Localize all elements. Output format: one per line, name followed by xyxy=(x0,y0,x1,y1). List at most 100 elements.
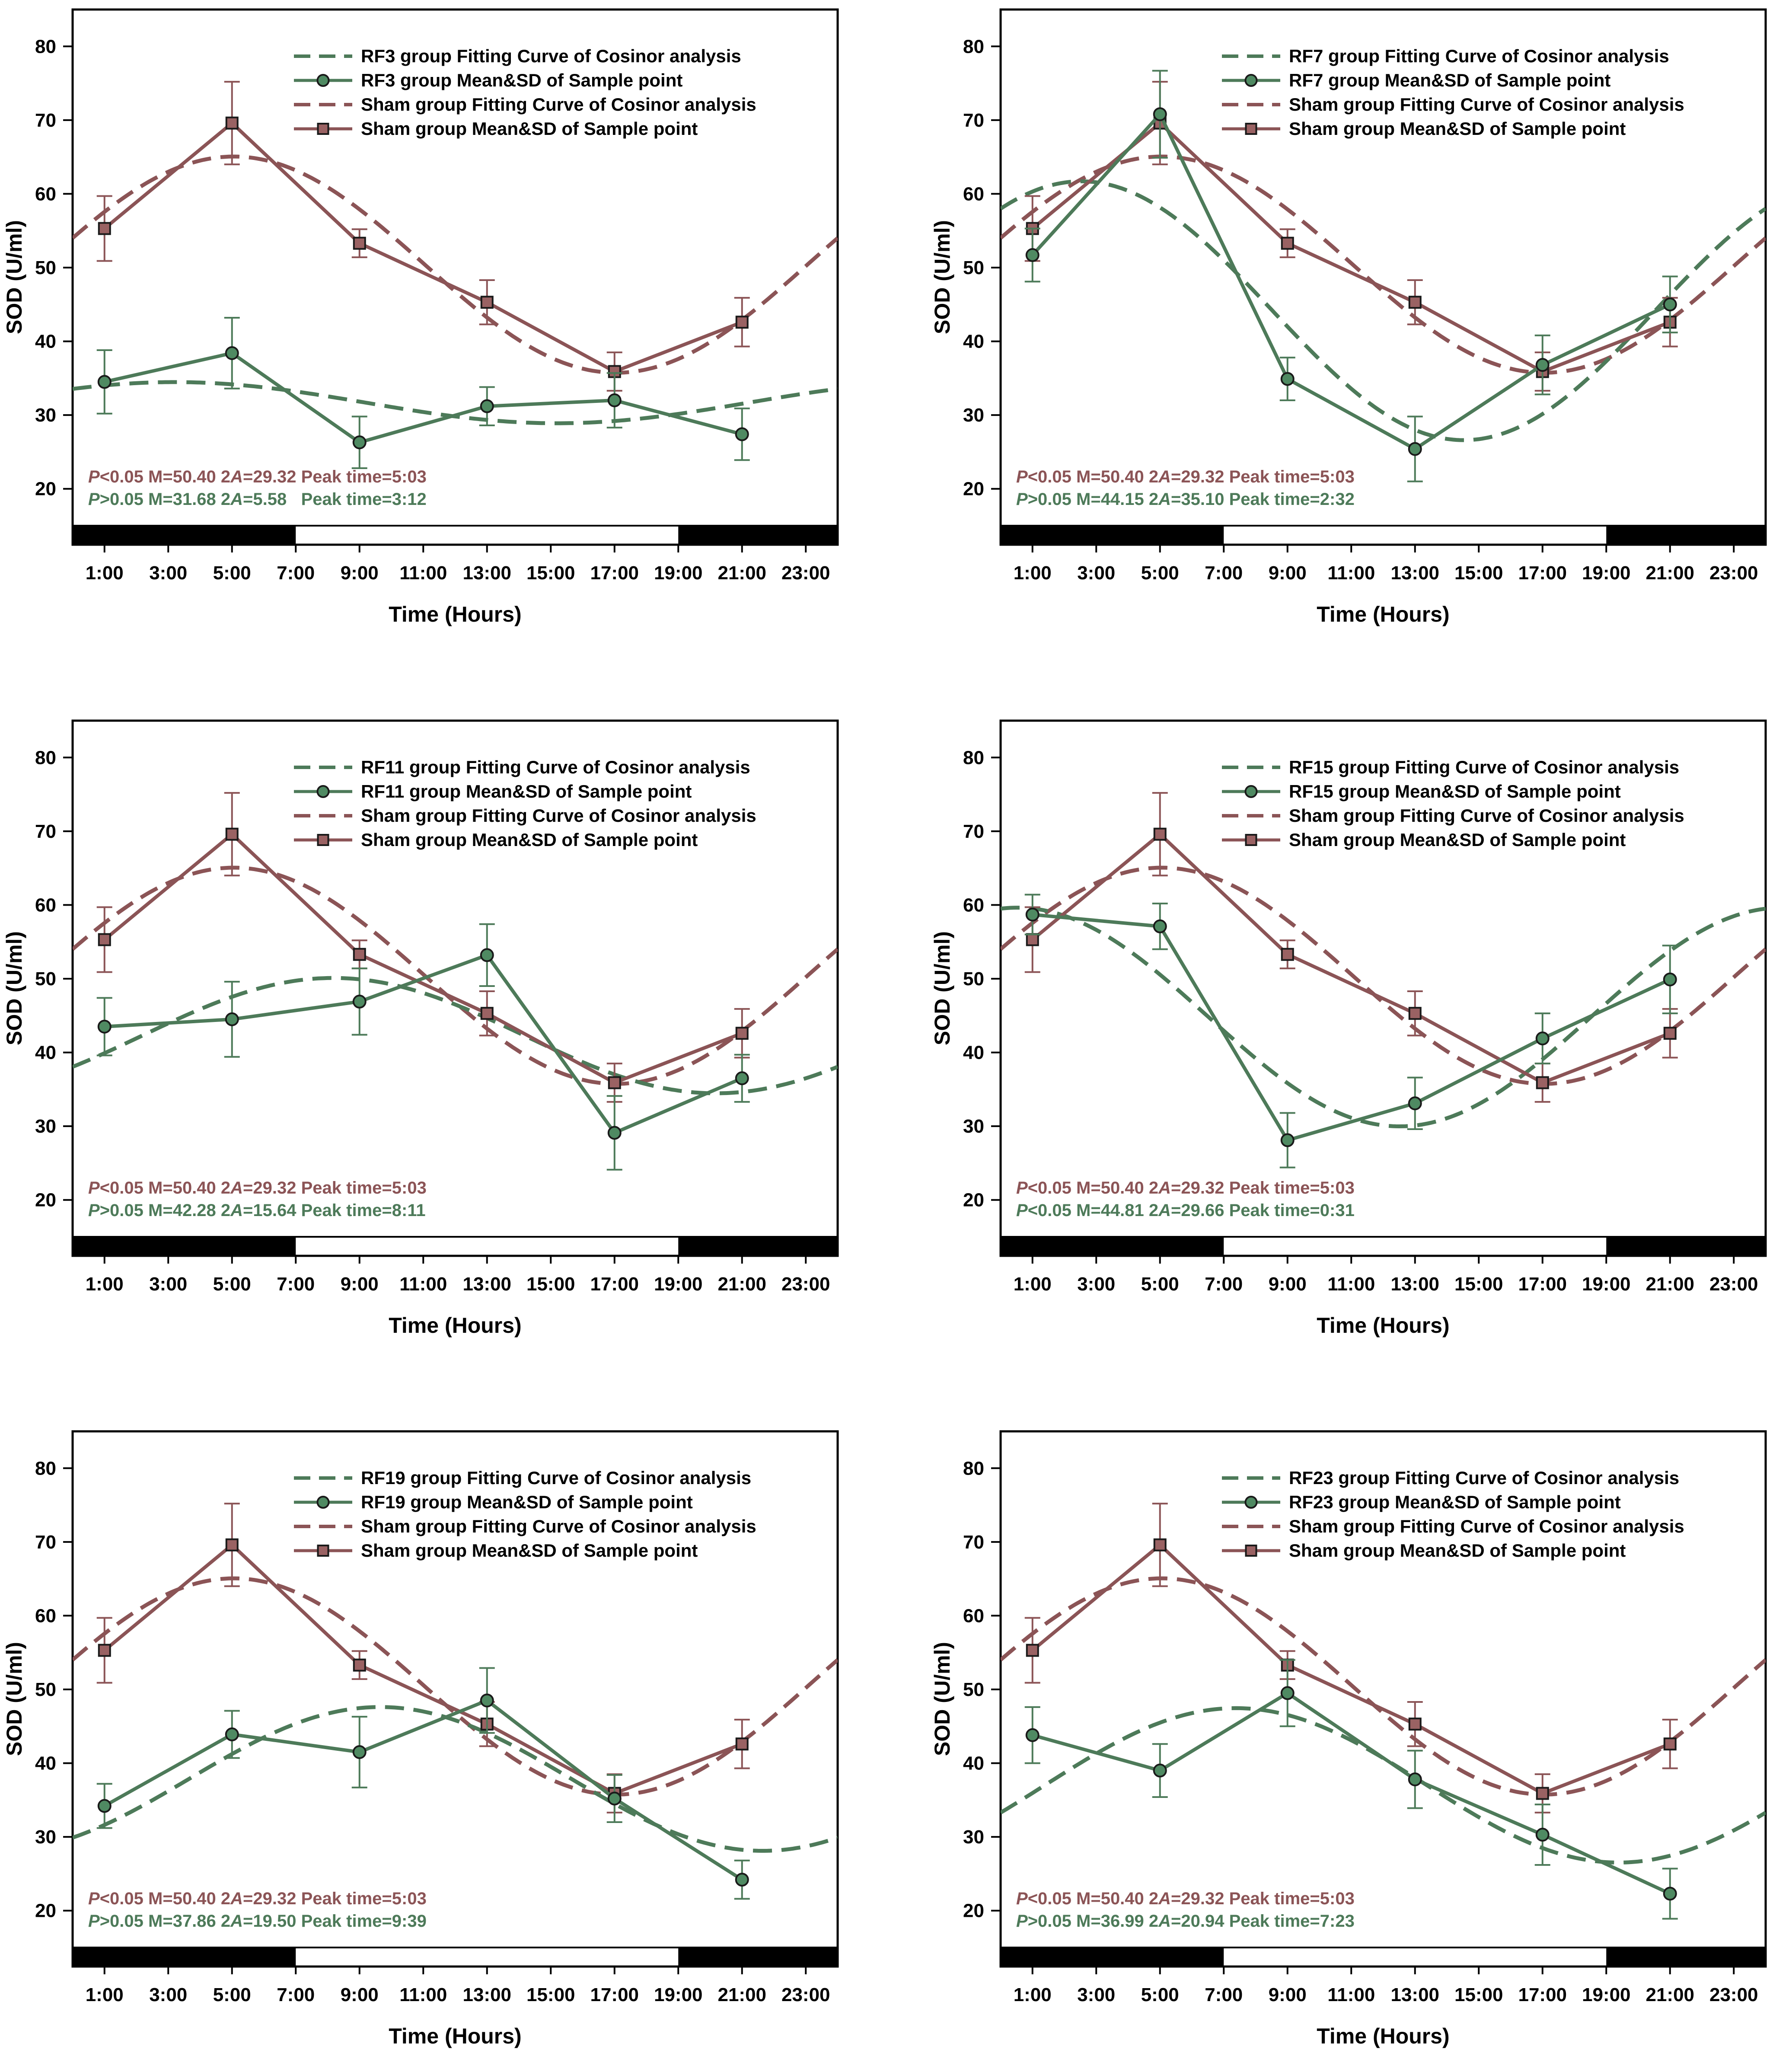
y-tick-label: 40 xyxy=(963,1042,984,1063)
data-point-circle xyxy=(1153,107,1167,121)
x-tick-label: 19:00 xyxy=(654,562,703,584)
x-axis-label: Time (Hours) xyxy=(389,602,521,626)
data-point-square xyxy=(353,948,366,961)
legend-label: Sham group Mean&SD of Sample point xyxy=(1289,118,1626,139)
light-dark-bar xyxy=(1000,1947,1767,1967)
data-point-square xyxy=(98,933,111,946)
x-tick-label: 23:00 xyxy=(781,1984,830,2005)
x-tick-label: 23:00 xyxy=(781,1274,830,1295)
y-tick-label: 80 xyxy=(35,747,56,768)
x-tick-label: 17:00 xyxy=(1518,562,1567,584)
y-tick-label: 50 xyxy=(963,968,984,990)
rf-stats-p-rest: >0.05 M=44.15 2 xyxy=(1028,490,1158,509)
rf-stats-a: A xyxy=(230,1912,243,1931)
x-tick-label: 15:00 xyxy=(526,1274,575,1295)
sham-points-series xyxy=(96,81,750,392)
dark-phase xyxy=(678,526,838,545)
x-tick-label: 19:00 xyxy=(1582,562,1631,584)
series-line xyxy=(103,1698,743,1881)
y-tick-label: 30 xyxy=(35,1826,56,1848)
legend-label: RF11 group Mean&SD of Sample point xyxy=(361,781,692,801)
sham-stats-p: P xyxy=(88,1889,100,1908)
stats-annotation: P<0.05 M=50.40 2A=29.32 Peak time=5:03P>… xyxy=(88,1178,427,1220)
data-point-square xyxy=(1536,1787,1549,1800)
data-point-circle xyxy=(1025,248,1040,262)
legend-marker-circle xyxy=(316,785,330,798)
legend-marker-circle xyxy=(1244,785,1258,798)
rf-points-series xyxy=(1024,1659,1678,1920)
x-tick-label: 7:00 xyxy=(1205,562,1243,584)
x-tick-label: 23:00 xyxy=(1709,1984,1758,2005)
legend: RF3 group Fitting Curve of Cosinor analy… xyxy=(294,46,756,139)
x-tick-label: 7:00 xyxy=(277,1274,315,1295)
rf-stats-p-rest: >0.05 M=36.99 2 xyxy=(1028,1912,1158,1931)
x-axis: 1:00 3:00 5:00 7:00 9:00 11:00 13:00 15:00 17:00… xyxy=(1014,1967,1758,2005)
legend-label: Sham group Fitting Curve of Cosinor anal… xyxy=(361,1516,756,1536)
data-point-square xyxy=(1026,933,1039,946)
y-tick-label: 20 xyxy=(35,1900,56,1922)
sham-points-series xyxy=(1024,792,1678,1103)
x-tick-label: 23:00 xyxy=(1709,562,1758,584)
y-tick-label: 50 xyxy=(35,257,56,278)
dark-phase xyxy=(1606,1947,1766,1967)
legend-label: Sham group Fitting Curve of Cosinor anal… xyxy=(1289,1516,1684,1536)
series-line xyxy=(1032,1691,1671,1896)
light-dark-bar xyxy=(1000,1236,1767,1257)
x-tick-label: 19:00 xyxy=(654,1984,703,2005)
x-tick-label: 9:00 xyxy=(341,562,379,584)
sham-stats-a: A xyxy=(230,1889,243,1908)
sham-stats-text: P<0.05 M=50.40 2A=29.32 Peak time=5:03 xyxy=(1016,1178,1355,1197)
data-point-circle xyxy=(1025,1728,1040,1742)
sham-fit-curve xyxy=(73,154,838,375)
sham-stats-a-rest: =29.32 Peak time=5:03 xyxy=(243,1178,427,1197)
data-point-circle xyxy=(735,1873,749,1887)
x-tick-label: 11:00 xyxy=(1327,1984,1375,2005)
chart-panel-6: 20 30 40 50 60 70 80 SOD (U/ml) 1:00 3:00 5:00 7:00… xyxy=(930,1430,1767,2048)
rf-stats-a-rest: =15.64 Peak time=8:11 xyxy=(243,1201,426,1220)
legend-label: RF15 group Mean&SD of Sample point xyxy=(1289,781,1621,801)
rf-stats-text: P>0.05 M=44.15 2A=35.10 Peak time=2:32 xyxy=(1016,490,1355,509)
x-tick-label: 15:00 xyxy=(1454,562,1503,584)
x-tick-label: 3:00 xyxy=(1077,1274,1115,1295)
y-axis: 20 30 40 50 60 70 80 xyxy=(35,1458,73,1922)
stats-annotation: P<0.05 M=50.40 2A=29.32 Peak time=5:03P>… xyxy=(88,467,427,509)
plot-frame xyxy=(999,1430,1767,1968)
rf-stats-p-rest: >0.05 M=42.28 2 xyxy=(100,1201,230,1220)
rf-stats-p: P xyxy=(1016,1201,1028,1220)
sham-stats-a: A xyxy=(230,1178,243,1197)
sham-stats-p: P xyxy=(1016,467,1028,486)
rf-stats-a-rest: =35.10 Peak time=2:32 xyxy=(1171,490,1355,509)
series-line xyxy=(103,832,743,1085)
legend-marker-square xyxy=(317,834,329,846)
y-tick-label: 40 xyxy=(35,1753,56,1774)
x-tick-label: 5:00 xyxy=(1141,562,1179,584)
rf-stats-a-rest: =29.66 Peak time=0:31 xyxy=(1171,1201,1355,1220)
sham-stats-a-rest: =29.32 Peak time=5:03 xyxy=(1171,1178,1355,1197)
y-tick-label: 80 xyxy=(963,747,984,768)
rf-stats-text: P<0.05 M=44.81 2A=29.66 Peak time=0:31 xyxy=(1016,1201,1355,1220)
legend-label: RF23 group Fitting Curve of Cosinor anal… xyxy=(1289,1468,1679,1488)
legend-marker-circle xyxy=(1244,74,1258,87)
legend-label: RF3 group Fitting Curve of Cosinor analy… xyxy=(361,46,741,66)
x-tick-label: 13:00 xyxy=(462,1984,511,2005)
x-axis-label: Time (Hours) xyxy=(389,2024,521,2048)
rf-stats-text: P>0.05 M=42.28 2A=15.64 Peak time=8:11 xyxy=(88,1201,426,1220)
legend-marker-circle xyxy=(1244,1496,1258,1509)
x-tick-label: 1:00 xyxy=(86,1274,124,1295)
y-tick-label: 80 xyxy=(963,36,984,57)
data-point-square xyxy=(98,1644,111,1657)
plot-frame xyxy=(999,8,1767,546)
rf-fit-curve xyxy=(73,976,838,1095)
data-point-circle xyxy=(352,994,367,1009)
legend-label: Sham group Mean&SD of Sample point xyxy=(1289,830,1626,850)
dark-phase xyxy=(1001,1947,1224,1967)
sham-stats-p-rest: <0.05 M=50.40 2 xyxy=(100,467,230,486)
y-tick-label: 80 xyxy=(963,1458,984,1479)
rf-stats-a-rest: =5.58 Peak time=3:12 xyxy=(243,490,427,509)
rf-fit-curve xyxy=(73,1705,838,1853)
light-dark-bar xyxy=(72,525,839,546)
rf-stats-a: A xyxy=(1158,1912,1171,1931)
light-dark-bar xyxy=(1000,525,1767,546)
series-line xyxy=(1031,1542,1671,1795)
curves xyxy=(1001,70,1766,482)
